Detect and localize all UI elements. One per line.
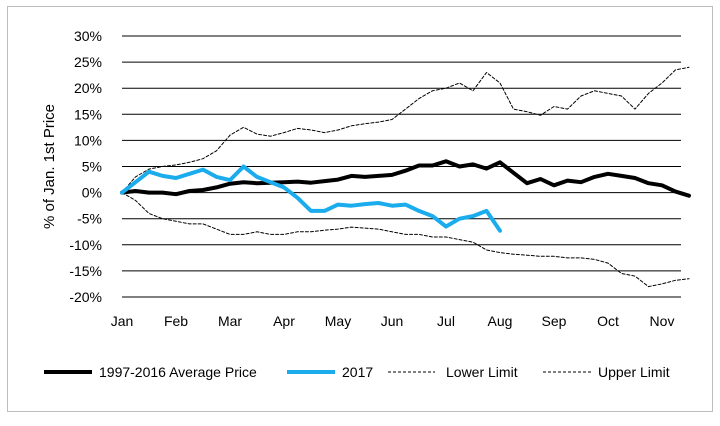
series-line-1	[120, 164, 502, 233]
y-tick-label: 0%	[82, 185, 102, 201]
y-tick-label: 25%	[74, 54, 102, 70]
x-tick-label: Sep	[542, 313, 567, 329]
legend-label: 1997-2016 Average Price	[99, 364, 257, 380]
series-lines	[120, 66, 691, 288]
x-tick-label: Nov	[650, 313, 675, 329]
series-line-0	[120, 159, 691, 198]
x-tick-label: May	[325, 313, 351, 329]
y-tick-label: -15%	[69, 263, 102, 279]
chart-frame	[7, 6, 713, 412]
x-tick-label: Jun	[381, 313, 404, 329]
y-tick-label: 20%	[74, 80, 102, 96]
y-tick-label: -10%	[69, 237, 102, 253]
x-tick-labels: Jan Feb Mar Apr May Jun Jul Aug Sep Oct Nov	[111, 313, 675, 329]
x-tick-label: Oct	[597, 313, 619, 329]
legend: 1997-2016 Average Price 2017 Lower Limit Up…	[44, 364, 670, 380]
y-tick-label: -20%	[69, 289, 102, 305]
y-tick-label: 5%	[82, 159, 102, 175]
x-tick-label: Feb	[164, 313, 188, 329]
x-tick-label: Mar	[218, 313, 242, 329]
legend-label: Lower Limit	[446, 364, 518, 380]
y-axis-title: % of Jan. 1st Price	[41, 104, 58, 229]
legend-label: 2017	[342, 364, 373, 380]
x-tick-label: Aug	[488, 313, 513, 329]
y-tick-labels: 30% 25% 20% 15% 10% 5% 0% -5% -10% -15% -20%	[69, 28, 102, 305]
x-tick-label: Apr	[273, 313, 295, 329]
gridlines	[122, 35, 681, 298]
y-tick-label: 10%	[74, 132, 102, 148]
legend-label: Upper Limit	[598, 364, 670, 380]
y-tick-label: 15%	[74, 106, 102, 122]
y-tick-label: -5%	[77, 211, 102, 227]
series-line-2	[121, 192, 690, 288]
y-tick-label: 30%	[74, 28, 102, 44]
x-tick-label: Jul	[437, 313, 455, 329]
x-tick-label: Jan	[111, 313, 134, 329]
series-line-3	[121, 66, 690, 194]
